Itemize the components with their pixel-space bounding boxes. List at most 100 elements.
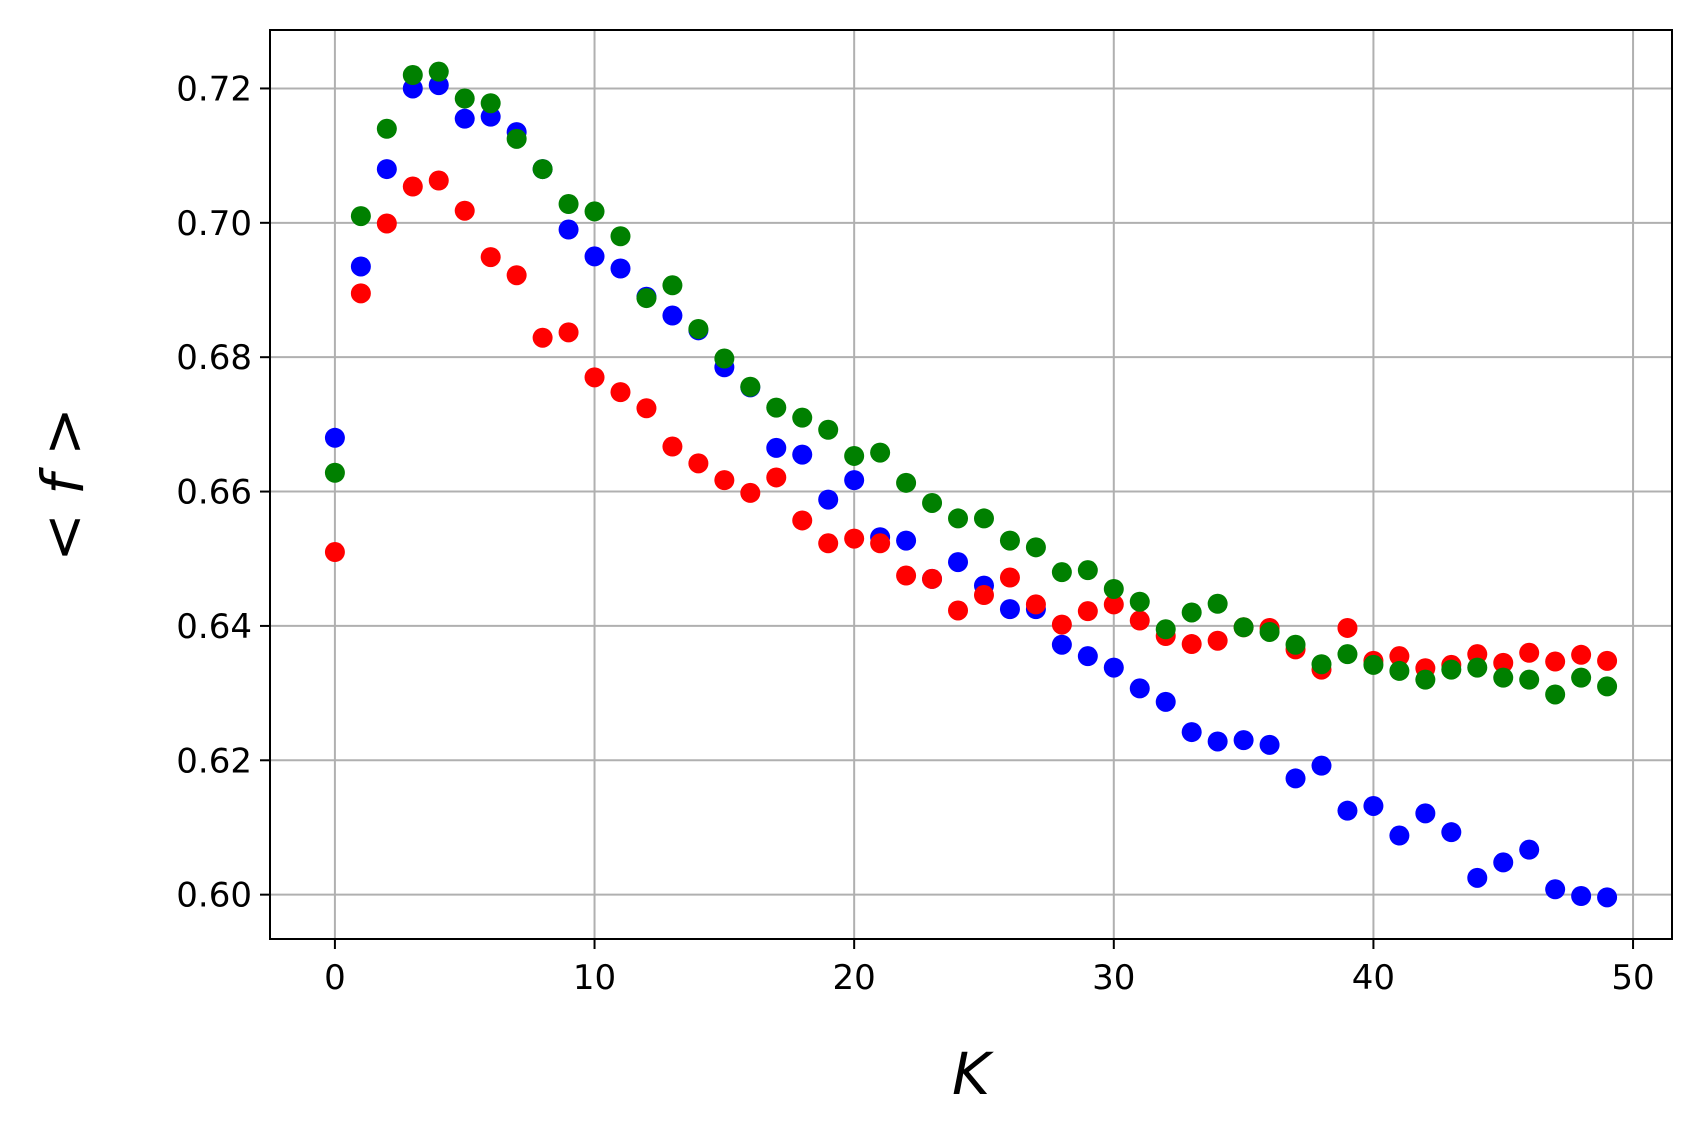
data-point: [428, 61, 449, 82]
data-point: [792, 444, 813, 465]
data-point: [999, 530, 1020, 551]
data-point: [1207, 593, 1228, 614]
x-tick-label: 10: [573, 958, 616, 998]
data-point: [532, 327, 553, 348]
data-point: [1051, 634, 1072, 655]
data-point: [376, 213, 397, 234]
data-point: [1025, 594, 1046, 615]
data-point: [1129, 610, 1150, 631]
data-point: [896, 530, 917, 551]
data-point: [1155, 691, 1176, 712]
data-point: [558, 322, 579, 343]
data-point: [610, 382, 631, 403]
data-point: [818, 489, 839, 510]
data-point: [1389, 660, 1410, 681]
data-point: [636, 398, 657, 419]
data-point: [1233, 730, 1254, 751]
data-point: [1285, 634, 1306, 655]
data-point: [973, 508, 994, 529]
data-point: [506, 265, 527, 286]
data-point: [1077, 646, 1098, 667]
data-point: [1103, 578, 1124, 599]
data-point: [1077, 601, 1098, 622]
data-point: [1519, 669, 1540, 690]
data-point: [636, 288, 657, 309]
data-point: [1103, 594, 1124, 615]
data-point: [1597, 650, 1618, 671]
x-tick-label: 30: [1092, 958, 1135, 998]
data-point: [1207, 630, 1228, 651]
data-point: [350, 206, 371, 227]
data-point: [350, 256, 371, 277]
data-point: [1389, 825, 1410, 846]
data-point: [506, 128, 527, 149]
data-point: [1025, 537, 1046, 558]
data-point: [1545, 651, 1566, 672]
data-point: [896, 472, 917, 493]
data-point: [844, 528, 865, 549]
data-point: [610, 258, 631, 279]
data-points: [324, 61, 1618, 908]
data-point: [1545, 684, 1566, 705]
data-point: [973, 585, 994, 606]
data-point: [1415, 669, 1436, 690]
data-point: [1467, 657, 1488, 678]
data-point: [402, 176, 423, 197]
data-point: [948, 508, 969, 529]
data-point: [558, 219, 579, 240]
data-point: [948, 600, 969, 621]
data-point: [870, 533, 891, 554]
data-point: [324, 462, 345, 483]
data-point: [1519, 642, 1540, 663]
data-point: [1441, 822, 1462, 843]
data-point: [792, 407, 813, 428]
data-point: [1337, 617, 1358, 638]
data-point: [1389, 646, 1410, 667]
data-point: [1181, 634, 1202, 655]
data-point: [1181, 602, 1202, 623]
data-point: [1285, 768, 1306, 789]
data-point: [1571, 667, 1592, 688]
data-point: [662, 436, 683, 457]
data-point: [766, 467, 787, 488]
data-point: [714, 470, 735, 491]
data-point: [1363, 654, 1384, 675]
data-point: [350, 283, 371, 304]
data-point: [922, 492, 943, 513]
grid-lines: [270, 30, 1672, 939]
data-point: [870, 442, 891, 463]
data-point: [1597, 676, 1618, 697]
data-point: [1493, 852, 1514, 873]
data-point: [610, 226, 631, 247]
data-point: [1051, 562, 1072, 583]
data-point: [740, 376, 761, 397]
data-point: [454, 88, 475, 109]
data-point: [324, 542, 345, 563]
data-point: [740, 482, 761, 503]
data-point: [1259, 734, 1280, 755]
data-point: [766, 397, 787, 418]
data-point: [792, 510, 813, 531]
data-point: [1493, 652, 1514, 673]
data-point: [1259, 621, 1280, 642]
data-point: [714, 348, 735, 369]
data-point: [1571, 886, 1592, 907]
data-point: [376, 118, 397, 139]
data-point: [999, 567, 1020, 588]
data-point: [1467, 867, 1488, 888]
data-point: [1155, 619, 1176, 640]
data-point: [376, 159, 397, 180]
data-point: [1337, 800, 1358, 821]
y-tick-label: 0.70: [176, 204, 252, 244]
data-point: [1311, 755, 1332, 776]
data-point: [896, 565, 917, 586]
data-point: [1415, 803, 1436, 824]
data-point: [324, 427, 345, 448]
data-point: [844, 445, 865, 466]
y-tick-labels: 0.60 0.62 0.64 0.66 0.68 0.70 0.72: [176, 69, 252, 915]
data-point: [1077, 560, 1098, 581]
data-point: [402, 65, 423, 86]
y-tick-label: 0.60: [176, 876, 252, 916]
data-point: [480, 93, 501, 114]
